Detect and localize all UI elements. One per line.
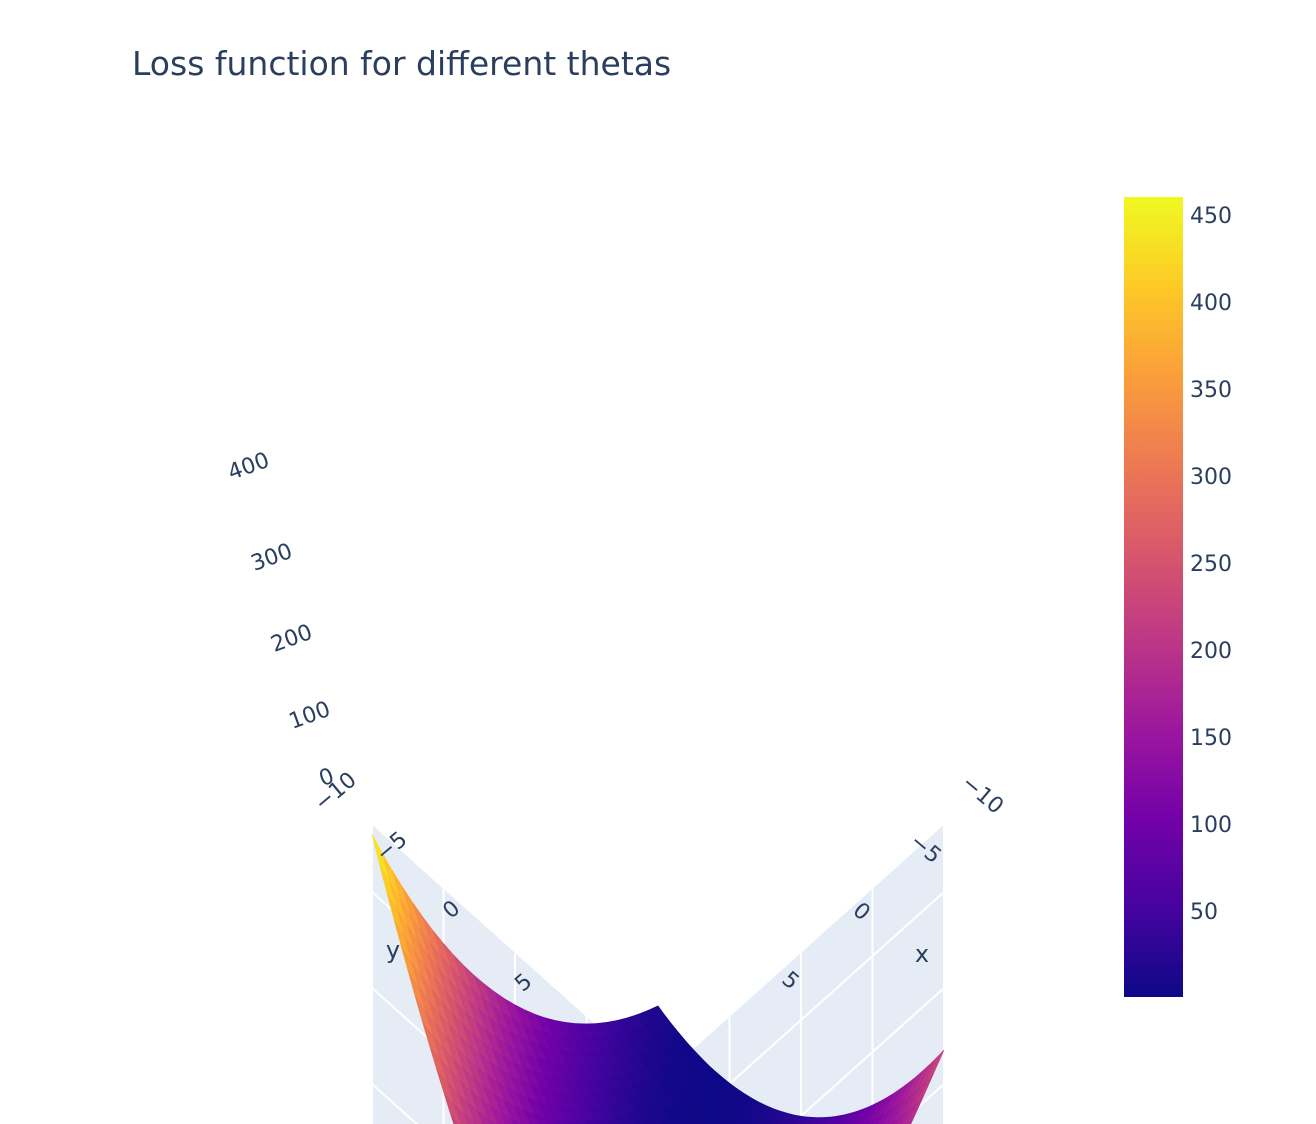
loss-surface[interactable] xyxy=(371,834,945,1124)
colorbar: 450 400 350 300 250 200 150 100 50 xyxy=(1124,197,1232,997)
x-axis-label: x xyxy=(915,940,929,968)
colorbar-tick: 350 xyxy=(1190,378,1232,403)
colorbar-tick: 200 xyxy=(1190,639,1232,664)
colorbar-tick: 50 xyxy=(1190,900,1218,925)
colorbar-tick: 150 xyxy=(1190,726,1232,751)
x-tick: −10 xyxy=(956,771,1008,820)
colorbar-gradient xyxy=(1124,197,1183,997)
z-tick: 100 xyxy=(286,697,334,735)
chart-title: Loss function for different thetas xyxy=(132,44,672,83)
colorbar-tick: 300 xyxy=(1190,465,1232,490)
colorbar-tick: 100 xyxy=(1190,813,1232,838)
z-tick: 300 xyxy=(248,539,296,577)
z-axis: 0 100 200 300 400 xyxy=(225,448,338,792)
colorbar-tick: 400 xyxy=(1190,291,1232,316)
colorbar-tick: 250 xyxy=(1190,552,1232,577)
z-tick: 400 xyxy=(225,448,273,486)
surface-patch xyxy=(647,1005,666,1022)
colorbar-tick: 450 xyxy=(1190,204,1232,229)
y-axis-label: y xyxy=(386,936,400,964)
z-tick: 200 xyxy=(268,620,316,658)
